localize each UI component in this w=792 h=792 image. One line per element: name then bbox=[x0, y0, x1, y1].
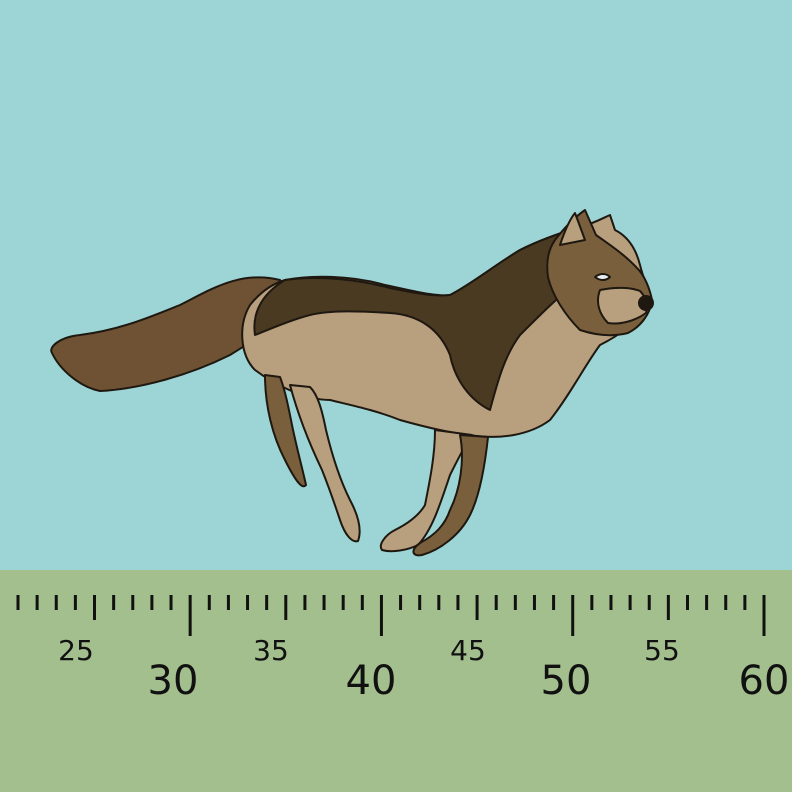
wolf-snout bbox=[597, 286, 648, 325]
wolf-tail bbox=[50, 276, 291, 392]
wolf-nose bbox=[638, 295, 654, 311]
ruler-label-minor: 35 bbox=[253, 634, 289, 667]
wolf-eye bbox=[594, 273, 611, 281]
running-wolf bbox=[50, 209, 654, 557]
sky-background bbox=[0, 0, 792, 570]
wolf-ear bbox=[559, 212, 586, 246]
wolf-front-leg-far bbox=[412, 434, 489, 557]
wolf-hind-leg-far bbox=[264, 374, 307, 488]
ruler-label-major: 40 bbox=[346, 658, 397, 704]
ruler-label-minor: 45 bbox=[450, 634, 486, 667]
ruler-label-major: 30 bbox=[148, 658, 199, 704]
ruler-label-minor: 25 bbox=[58, 634, 94, 667]
wolf-hind-leg bbox=[289, 384, 361, 543]
ruler-scale: 25 30 35 40 45 50 55 60 bbox=[16, 595, 790, 704]
ruler-label-major: 60 bbox=[739, 658, 790, 704]
wolf-front-leg bbox=[379, 429, 473, 553]
wolf-saddle bbox=[253, 226, 586, 411]
ruler-label-minor: 55 bbox=[644, 634, 680, 667]
ruler-label-major: 50 bbox=[541, 658, 592, 704]
